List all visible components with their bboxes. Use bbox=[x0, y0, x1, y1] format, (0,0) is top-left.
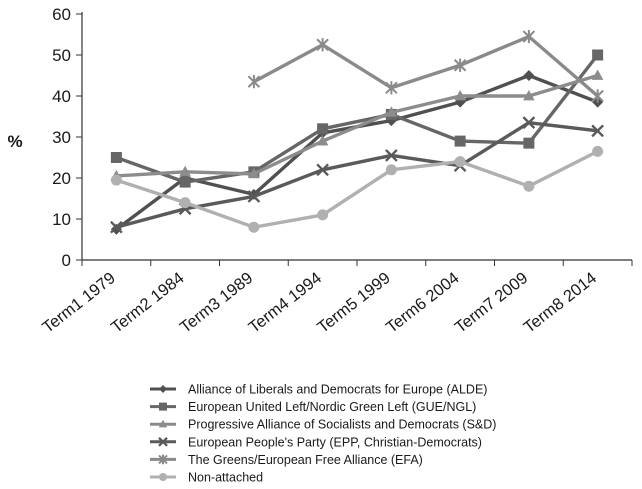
data-point bbox=[591, 124, 604, 138]
series-5 bbox=[110, 145, 604, 233]
y-tick-label: 20 bbox=[52, 169, 71, 188]
data-point bbox=[385, 81, 398, 95]
data-point bbox=[523, 89, 535, 101]
legend-item: Non-attached bbox=[150, 471, 263, 485]
data-point bbox=[179, 176, 191, 188]
legend-item: European United Left/Nordic Green Left (… bbox=[150, 400, 476, 414]
data-point bbox=[523, 137, 535, 149]
legend-marker bbox=[159, 402, 167, 411]
data-point bbox=[385, 106, 398, 117]
legend-label: Progressive Alliance of Socialists and D… bbox=[188, 418, 496, 432]
y-tick-label: 50 bbox=[52, 46, 71, 65]
series-line bbox=[253, 34, 599, 98]
legend-item: The Greens/European Free Alliance (EFA) bbox=[150, 453, 423, 467]
data-point bbox=[110, 152, 122, 163]
legend-layer: Alliance of Liberals and Democrats for E… bbox=[150, 383, 496, 485]
x-tick-label: Term1 1979 bbox=[39, 269, 119, 337]
x-tick-label: Term5 1999 bbox=[314, 269, 394, 337]
data-point bbox=[247, 190, 261, 203]
data-point bbox=[248, 167, 260, 179]
series-layer bbox=[110, 29, 604, 235]
data-point bbox=[591, 89, 604, 103]
data-point bbox=[523, 180, 535, 192]
x-tick-label: Term7 2009 bbox=[452, 269, 532, 337]
series-4 bbox=[247, 29, 604, 103]
legend-item: European People's Party (EPP, Christian-… bbox=[150, 435, 482, 449]
x-tick-label: Term8 2014 bbox=[520, 269, 600, 337]
y-tick-label: 40 bbox=[52, 87, 71, 106]
data-point bbox=[522, 116, 536, 129]
legend-label: European United Left/Nordic Green Left (… bbox=[188, 400, 476, 414]
data-point bbox=[592, 49, 604, 61]
legend-marker bbox=[159, 473, 167, 481]
legend-label: The Greens/European Free Alliance (EFA) bbox=[188, 453, 423, 467]
y-tick-label: 10 bbox=[52, 210, 71, 229]
legend-marker bbox=[159, 385, 167, 393]
x-tick-label: Term2 1984 bbox=[108, 269, 188, 337]
data-point bbox=[317, 123, 329, 135]
data-point bbox=[247, 75, 261, 89]
x-tick-label: Term4 1994 bbox=[245, 269, 325, 337]
legend-label: European People's Party (EPP, Christian-… bbox=[188, 435, 482, 449]
series-line bbox=[116, 73, 599, 178]
data-point bbox=[317, 209, 329, 221]
data-point bbox=[453, 58, 467, 72]
legend-marker bbox=[158, 419, 168, 428]
y-tick-label: 0 bbox=[62, 251, 71, 270]
data-point bbox=[110, 220, 123, 234]
series-line bbox=[115, 53, 599, 184]
data-point bbox=[385, 164, 397, 176]
data-point bbox=[454, 156, 466, 168]
data-point bbox=[592, 145, 604, 157]
legend-marker bbox=[158, 436, 168, 447]
data-point bbox=[179, 197, 191, 209]
data-point bbox=[179, 165, 191, 177]
data-point bbox=[454, 135, 466, 147]
legend-label: Non-attached bbox=[188, 471, 263, 485]
x-tick-label: Term3 1989 bbox=[177, 269, 257, 337]
legend-item: Alliance of Liberals and Democrats for E… bbox=[150, 383, 487, 397]
data-point bbox=[523, 70, 535, 81]
data-point bbox=[248, 221, 260, 233]
legend-marker bbox=[158, 454, 168, 465]
data-point bbox=[454, 89, 466, 101]
data-point bbox=[316, 163, 329, 177]
data-point bbox=[316, 38, 329, 52]
data-point bbox=[591, 69, 604, 80]
legend-label: Alliance of Liberals and Democrats for E… bbox=[188, 383, 487, 397]
data-point bbox=[110, 174, 122, 186]
x-tick-label: Term6 2004 bbox=[383, 269, 463, 337]
y-axis-label: % bbox=[7, 132, 22, 151]
y-tick-label: 60 bbox=[52, 5, 71, 24]
data-point bbox=[385, 149, 398, 162]
series-line bbox=[115, 149, 599, 229]
legend-item: Progressive Alliance of Socialists and D… bbox=[150, 418, 496, 432]
y-tick-label: 30 bbox=[52, 128, 71, 147]
data-point bbox=[522, 29, 536, 44]
data-point bbox=[316, 135, 329, 146]
